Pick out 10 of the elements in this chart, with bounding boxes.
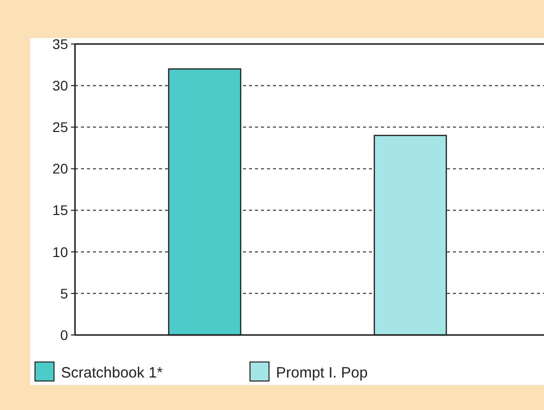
legend-label: Prompt I. Pop (276, 364, 368, 382)
y-tick-label: 30 (52, 77, 68, 94)
y-tick-label: 20 (52, 160, 68, 177)
y-tick-label: 25 (52, 119, 68, 136)
y-tick-label: 10 (52, 244, 68, 260)
y-tick-label: 0 (60, 326, 68, 343)
y-tick-label: 35 (52, 36, 68, 52)
y-tick-label: 15 (52, 202, 68, 218)
legend-label: Scratchbook 1* (61, 364, 163, 382)
y-tick-label: 5 (60, 285, 68, 302)
